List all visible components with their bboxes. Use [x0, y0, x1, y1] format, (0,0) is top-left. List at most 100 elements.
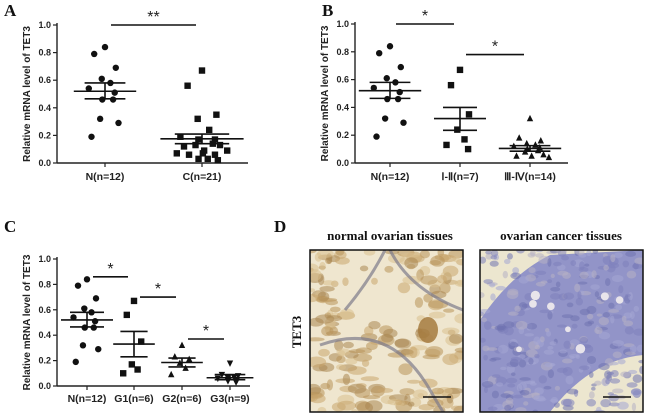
normal-tissue-image	[309, 249, 464, 413]
category-label: C(n=21)	[183, 171, 222, 183]
data-point	[456, 66, 464, 74]
significance-label: *	[155, 281, 161, 298]
data-point	[112, 64, 120, 71]
data-point	[138, 338, 145, 345]
data-point	[537, 137, 544, 144]
data-point	[211, 151, 219, 158]
panel-label-c: C	[4, 217, 16, 236]
data-point	[540, 150, 547, 158]
panel-label-a: A	[4, 1, 17, 20]
tissue-texture	[480, 250, 643, 412]
image-title-cancer: ovarian cancer tissues	[500, 228, 622, 243]
category-label: N(n=12)	[68, 393, 107, 405]
y-tick-label: 1.0	[38, 254, 51, 264]
data-point	[98, 75, 105, 83]
data-point	[513, 152, 520, 159]
y-tick-label: 0.2	[38, 356, 51, 366]
row-label-tet3: TET3	[289, 315, 304, 348]
y-axis-label: Relative mRNA level of TET3	[320, 25, 331, 161]
tissue-texture	[310, 250, 463, 412]
category-label: N(n=12)	[86, 171, 125, 183]
category-label: G3(n=9)	[210, 393, 249, 405]
data-point	[464, 145, 472, 153]
y-tick-label: 0.2	[336, 130, 349, 140]
data-point	[177, 133, 184, 140]
y-tick-label: 0.8	[336, 47, 349, 57]
data-point	[216, 141, 224, 149]
data-point	[204, 155, 211, 163]
category-label: N(n=12)	[371, 171, 410, 183]
data-point	[516, 134, 523, 141]
data-point	[192, 141, 199, 149]
data-point	[95, 345, 102, 353]
category-label: G2(n=6)	[162, 393, 201, 405]
image-title-normal: normal ovarian tissues	[327, 228, 453, 243]
data-point	[101, 43, 109, 51]
panel-label-b: B	[322, 1, 333, 20]
data-point	[79, 342, 87, 349]
y-tick-label: 0.4	[38, 103, 51, 113]
category-label: G1(n=6)	[114, 393, 153, 405]
chart-panel-c: 0.0 0.2 0.4 0.6 0.8 1.0 Relative mRNA level of…	[22, 254, 254, 405]
data-point	[81, 305, 88, 312]
data-point	[396, 88, 403, 96]
data-point	[213, 111, 220, 118]
data-point	[224, 147, 231, 154]
y-tick-label: 0.6	[38, 305, 51, 315]
scatter-charts: 0.0 0.2 0.4 0.6 0.8 1.0 Relative mRNA level of…	[22, 8, 568, 405]
data-point	[185, 151, 193, 158]
data-point	[168, 370, 175, 378]
data-point	[91, 318, 99, 325]
data-point	[461, 136, 468, 143]
y-tick-label: 0.8	[38, 48, 51, 58]
data-point	[465, 111, 473, 118]
data-point	[180, 143, 188, 150]
chart-panel-b: 0.0 0.2 0.4 0.6 0.8 1.0 Relative mRNA level of…	[320, 8, 568, 183]
data-point	[226, 360, 234, 367]
significance-label: *	[492, 39, 498, 56]
data-point	[199, 150, 207, 157]
data-point	[532, 141, 539, 148]
category-label: Ⅲ-Ⅳ(n=14)	[504, 171, 556, 183]
data-point	[381, 115, 389, 122]
data-point	[123, 311, 130, 319]
cancer-tissue-image	[479, 249, 644, 413]
data-point	[96, 115, 104, 123]
y-tick-label: 0.2	[38, 130, 51, 140]
significance-label: *	[107, 261, 113, 278]
y-tick-label: 0.6	[336, 75, 349, 85]
y-tick-label: 1.0	[336, 19, 349, 29]
data-point	[195, 155, 202, 163]
y-tick-label: 0.6	[38, 75, 51, 85]
y-tick-label: 0.4	[38, 330, 51, 340]
data-point	[386, 43, 394, 50]
y-axis-label: Relative mRNA level of TET3	[22, 26, 33, 162]
data-point	[523, 139, 530, 147]
data-point	[178, 341, 186, 349]
significance-label: *	[422, 8, 428, 25]
data-point	[85, 85, 93, 92]
y-axis-label: Relative mRNA level of TET3	[22, 254, 33, 390]
y-tick-label: 0.0	[38, 158, 51, 168]
data-point	[88, 133, 95, 140]
data-point	[370, 84, 377, 92]
data-point	[376, 49, 383, 57]
data-point	[397, 63, 404, 71]
data-point	[134, 366, 141, 373]
y-tick-label: 0.4	[336, 102, 349, 112]
data-point	[120, 370, 127, 377]
data-point	[373, 133, 380, 140]
data-point	[130, 297, 138, 305]
panel-label-d: D	[274, 217, 286, 236]
data-point	[400, 119, 407, 126]
image-border	[479, 249, 644, 413]
data-point	[526, 114, 534, 122]
y-tick-label: 0.0	[336, 158, 349, 168]
data-point	[92, 295, 100, 302]
significance-label: *	[203, 323, 209, 340]
data-point	[91, 50, 98, 58]
data-point	[443, 141, 450, 149]
data-point	[83, 276, 91, 283]
significance-label: **	[147, 9, 159, 26]
